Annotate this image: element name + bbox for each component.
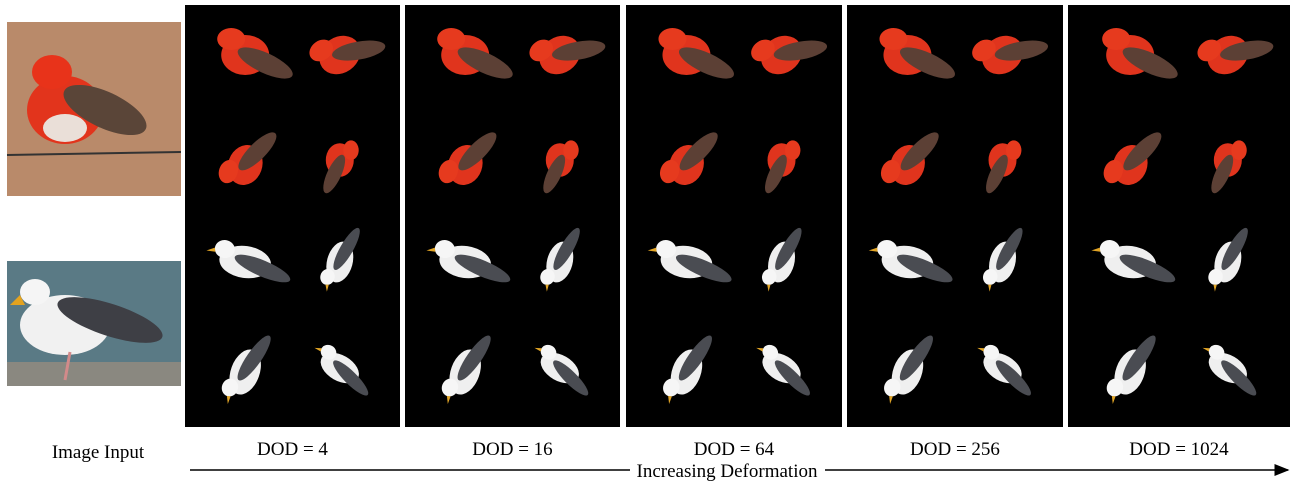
bird-head [1102, 28, 1130, 50]
panel-background [1068, 5, 1290, 427]
render-panel [185, 5, 400, 427]
column-label: DOD = 256 [910, 439, 1000, 460]
figure: Image Input DOD = 4 DOD = 16 DOD = 64 DOD =… [0, 0, 1293, 484]
panel-background [405, 5, 620, 427]
panel-background [626, 5, 842, 427]
bird-head [343, 140, 358, 160]
render-panel [405, 5, 620, 427]
page: Image Input DOD = 4 DOD = 16 DOD = 64 DOD =… [0, 0, 1293, 484]
bird-head [563, 140, 578, 160]
render-panel [626, 5, 842, 427]
column-label: DOD = 4 [257, 439, 328, 460]
render-panel [847, 5, 1063, 427]
bird-head [437, 28, 465, 50]
axis-label: Increasing Deformation [637, 461, 818, 482]
column-label: DOD = 64 [694, 439, 775, 460]
panel-background [185, 5, 400, 427]
bird-head [1006, 140, 1021, 160]
input-label: Image Input [52, 442, 145, 463]
bird-head [879, 28, 907, 50]
bird-head [658, 28, 686, 50]
bird-head [1231, 140, 1246, 160]
bird-head [217, 28, 245, 50]
column-label: DOD = 16 [472, 439, 552, 460]
input-photo-red-bird [7, 22, 181, 196]
panel-background [847, 5, 1063, 427]
bird-head [785, 140, 800, 160]
render-panel [1068, 5, 1290, 427]
column-label: DOD = 1024 [1129, 439, 1229, 460]
input-photo-gull [7, 261, 181, 386]
